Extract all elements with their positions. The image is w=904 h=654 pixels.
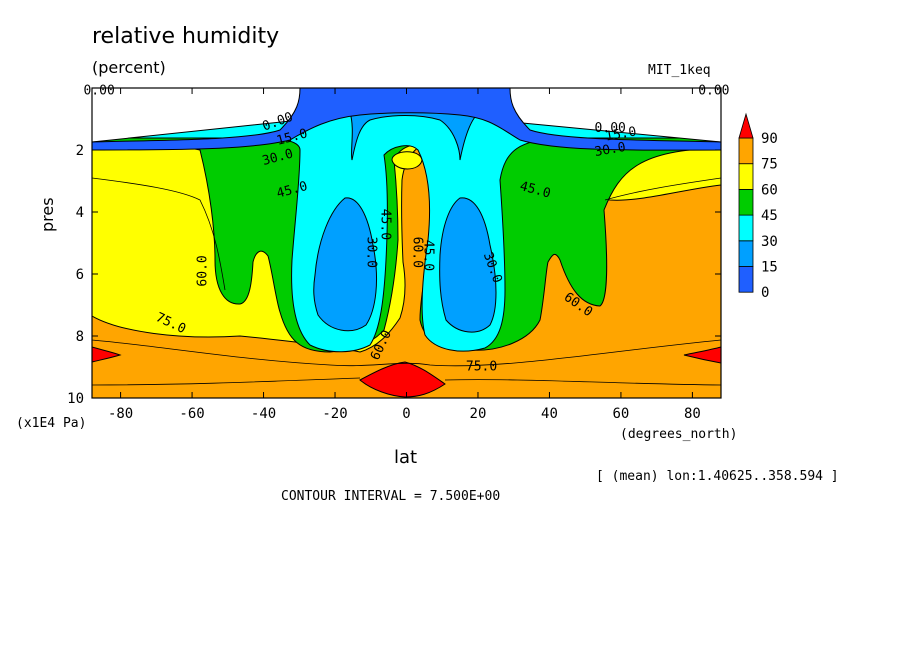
- chart-title: relative humidity: [92, 24, 280, 49]
- contour-interval-note: CONTOUR INTERVAL = 7.500E+00: [281, 489, 501, 504]
- x-axis-units: (degrees_north): [620, 427, 738, 442]
- colorbar-swatch: [738, 214, 754, 242]
- y-tick-label: 6: [76, 267, 84, 283]
- x-axis-label: lat: [394, 447, 418, 468]
- run-label: MIT_1keq: [648, 63, 711, 78]
- colorbar-swatch: [738, 188, 754, 216]
- contour-label: 45.0: [420, 240, 435, 271]
- y-tick-label: 4: [76, 205, 84, 221]
- colorbar-max-triangle: [738, 112, 754, 139]
- chart-subtitle: (percent): [92, 58, 166, 77]
- x-tick-label: 40: [541, 406, 558, 422]
- contour-label: 0.00: [595, 121, 626, 136]
- contour-label: 60.0: [410, 237, 425, 268]
- contour-label: 30.0: [593, 140, 626, 160]
- x-tick-label: 60: [613, 406, 630, 422]
- y-tick-label: 8: [76, 329, 84, 345]
- colorbar-swatch: [738, 163, 754, 190]
- contour-label: 45.0: [378, 209, 393, 240]
- x-tick-label: 80: [684, 406, 701, 422]
- contour-label: 0.00: [83, 84, 114, 99]
- colorbar-label: 15: [761, 260, 778, 276]
- x-tick-label: -80: [108, 406, 133, 422]
- x-ticks: -80 -60 -40 -20 0 20 40 60 80: [108, 88, 701, 422]
- colorbar-label: 45: [761, 208, 778, 224]
- x-tick-label: 0: [402, 406, 410, 422]
- colorbar-swatch: [738, 240, 754, 267]
- contour-label: 60.0: [195, 255, 210, 286]
- colorbar-label: 0: [761, 285, 769, 301]
- x-tick-label: -60: [179, 406, 204, 422]
- contour-label: 75.0: [466, 360, 497, 375]
- colorbar-label: 90: [761, 131, 778, 147]
- humidity-field: [92, 88, 721, 398]
- x-tick-label: 20: [470, 406, 487, 422]
- y-axis-units: (x1E4 Pa): [16, 416, 87, 431]
- contour-label: 0.00: [698, 84, 729, 99]
- colorbar-swatch: [738, 266, 754, 293]
- colorbar: 0 15 30 45 60 75 90: [738, 112, 778, 301]
- y-tick-label: 10: [67, 391, 84, 407]
- averaging-note: [ (mean) lon:1.40625..358.594 ]: [596, 469, 839, 484]
- contour-label: 15.0: [604, 124, 637, 144]
- contour-label: 30.0: [363, 237, 378, 268]
- colorbar-label: 30: [761, 234, 778, 250]
- y-tick-label: 2: [76, 143, 84, 159]
- colorbar-swatch: [738, 137, 754, 165]
- y-ticks: 2 4 6 8 10: [67, 143, 721, 407]
- x-tick-label: -40: [251, 406, 276, 422]
- x-tick-label: -20: [322, 406, 347, 422]
- colorbar-label: 75: [761, 157, 778, 173]
- colorbar-label: 60: [761, 182, 778, 198]
